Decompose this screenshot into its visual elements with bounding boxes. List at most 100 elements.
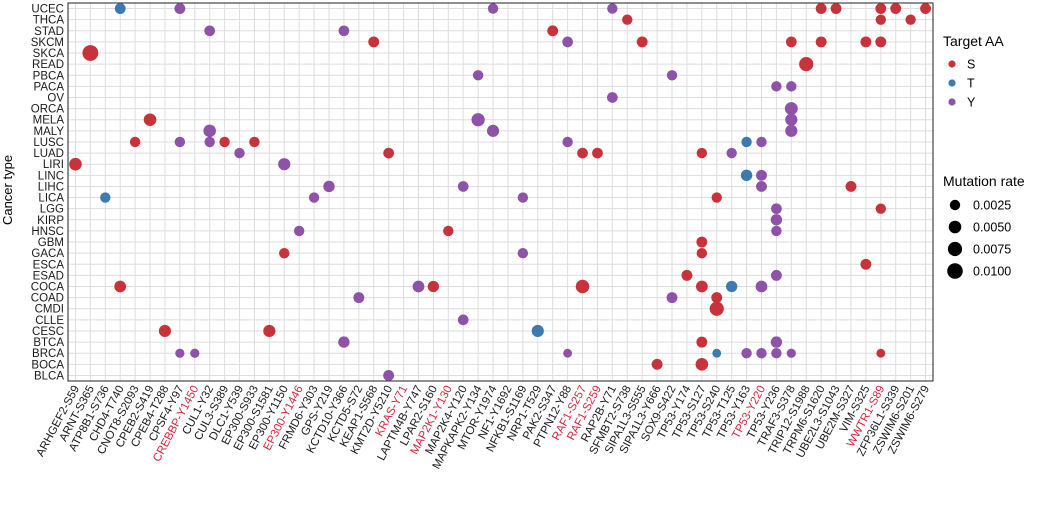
data-point — [517, 247, 529, 259]
data-point — [174, 3, 186, 15]
data-point — [114, 3, 126, 15]
data-point — [190, 348, 200, 358]
y-tick-label: COCA — [31, 282, 65, 294]
data-point — [741, 136, 752, 148]
data-point — [219, 136, 230, 148]
y-tick-label: HNSC — [31, 226, 64, 238]
data-point — [815, 3, 827, 15]
y-tick-label: SKCM — [31, 37, 64, 49]
data-point — [204, 136, 215, 148]
data-point — [471, 113, 485, 127]
legend-size-label: 0.0025 — [973, 199, 1011, 213]
data-point — [100, 192, 111, 203]
data-point — [666, 70, 678, 81]
data-point — [129, 136, 141, 148]
data-point — [695, 280, 708, 293]
data-point — [920, 3, 931, 15]
y-tick-label: PBCA — [33, 70, 65, 82]
plot-panel — [67, 2, 934, 382]
data-point — [622, 14, 633, 25]
y-tick-label: MELA — [33, 115, 65, 127]
data-point — [353, 292, 365, 304]
data-point — [82, 45, 99, 61]
legend-size-label: 0.0075 — [973, 243, 1011, 257]
legend-target-aa: Target AA STY — [943, 33, 1004, 110]
legend-color-key — [948, 98, 956, 106]
data-point — [875, 14, 887, 25]
y-axis-title: Cancer type — [0, 155, 15, 225]
data-point — [712, 348, 722, 358]
data-point — [875, 3, 887, 15]
data-point — [308, 192, 320, 203]
legend-target-aa-title: Target AA — [943, 33, 1004, 49]
data-point — [383, 147, 394, 159]
y-tick-label: SKCA — [33, 48, 65, 60]
y-tick-label: BLCA — [34, 370, 64, 382]
data-point — [860, 258, 872, 270]
data-point — [875, 203, 887, 214]
data-point — [695, 358, 709, 371]
data-point — [771, 203, 782, 215]
legend-mutation-rate-title: Mutation rate — [943, 173, 1025, 189]
data-point — [457, 181, 469, 192]
y-tick-label: UCEC — [31, 4, 64, 16]
data-point — [770, 336, 783, 348]
data-point — [786, 81, 797, 92]
y-tick-label: BRCA — [32, 348, 64, 360]
data-point — [845, 180, 857, 192]
y-tick-label: CLLE — [35, 315, 64, 327]
data-point — [696, 147, 708, 159]
legend-size-key — [947, 263, 963, 279]
data-point — [815, 36, 827, 48]
data-point — [562, 136, 573, 148]
x-axis-labels: ARHGEF2-S59ARNT-S365ATP8B1-S736CHD4-T740… — [35, 383, 933, 471]
y-tick-label: LIHC — [38, 181, 64, 193]
y-tick-label: MALY — [34, 126, 65, 138]
y-tick-label: GBM — [38, 237, 64, 249]
data-point — [785, 36, 797, 48]
y-tick-label: LUSC — [33, 137, 64, 149]
legend-size-key — [949, 199, 961, 211]
data-point — [681, 269, 693, 281]
data-point — [114, 280, 127, 293]
data-point — [711, 292, 723, 304]
y-tick-label: ESAD — [33, 270, 64, 282]
data-point — [771, 81, 782, 92]
data-point — [756, 348, 767, 359]
data-point — [711, 192, 722, 203]
data-point — [487, 3, 499, 14]
data-point — [249, 136, 260, 148]
data-point — [756, 169, 767, 181]
data-point — [592, 147, 603, 159]
data-point — [755, 280, 768, 293]
legend-color-key — [948, 60, 956, 68]
data-point — [785, 113, 798, 126]
data-point — [547, 25, 559, 37]
data-point — [472, 70, 484, 81]
legend-color-label: S — [967, 58, 975, 72]
data-point — [875, 36, 887, 48]
legend-size-key — [947, 241, 963, 257]
data-point — [486, 124, 500, 137]
y-tick-label: OV — [47, 93, 64, 105]
y-tick-label: STAD — [34, 26, 64, 38]
data-point — [696, 336, 708, 348]
data-point — [696, 247, 708, 259]
data-point — [756, 180, 767, 192]
data-point — [771, 348, 782, 359]
data-point — [412, 280, 425, 293]
y-tick-label: KIRP — [37, 215, 64, 227]
legend-color-label: Y — [967, 96, 976, 110]
y-tick-label: READ — [32, 59, 64, 71]
data-point — [726, 147, 737, 159]
y-tick-label: BTCA — [33, 337, 64, 349]
data-point — [770, 214, 783, 226]
y-tick-label: LINC — [38, 170, 64, 182]
y-tick-label: CMDI — [35, 304, 64, 316]
data-point — [69, 157, 82, 171]
legend-color-label: T — [967, 77, 975, 91]
data-point — [427, 280, 440, 293]
data-point — [562, 36, 573, 48]
y-tick-label: GACA — [31, 248, 64, 260]
